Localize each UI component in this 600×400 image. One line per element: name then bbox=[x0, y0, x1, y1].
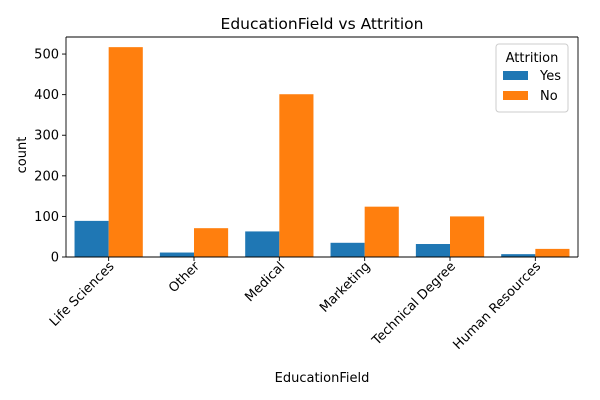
x-axis-label: EducationField bbox=[275, 371, 370, 386]
y-tick-label: 400 bbox=[34, 88, 59, 103]
axes-group bbox=[65, 36, 579, 258]
bar-no-marketing bbox=[364, 206, 399, 257]
bar-yes-life-sciences bbox=[74, 220, 109, 257]
bar-yes-technical-degree bbox=[415, 244, 450, 257]
y-axis-label: count bbox=[15, 137, 30, 174]
legend-items: Yes No bbox=[503, 69, 561, 104]
legend-swatch-no bbox=[503, 91, 528, 100]
y-ticks-group: 0 100 200 300 400 500 bbox=[34, 48, 66, 266]
x-ticks-group: Life Sciences Other Medical MarketingTechni… bbox=[47, 257, 544, 353]
x-tick-label: Human Resources bbox=[451, 259, 545, 353]
legend: Attrition Yes No bbox=[495, 43, 569, 113]
bar-no-life-sciences bbox=[108, 47, 143, 258]
bar-no-technical-degree bbox=[450, 216, 485, 257]
legend-title: Attrition bbox=[506, 51, 559, 66]
y-tick-label: 0 bbox=[51, 251, 59, 266]
y-tick-label: 500 bbox=[34, 48, 59, 63]
x-tick-label: Other bbox=[166, 259, 203, 296]
chart-title: EducationField vs Attrition bbox=[221, 15, 424, 33]
x-tick-label: Marketing bbox=[317, 259, 373, 315]
legend-swatch-yes bbox=[503, 71, 528, 80]
y-tick-label: 300 bbox=[34, 129, 59, 144]
x-tick-label: Life Sciences bbox=[47, 259, 118, 330]
y-tick-label: 200 bbox=[34, 169, 59, 184]
bar-no-medical bbox=[279, 94, 314, 257]
legend-label-yes: Yes bbox=[539, 69, 561, 84]
legend-label-no: No bbox=[540, 89, 558, 104]
bars-group bbox=[74, 47, 570, 258]
x-tick-label: Technical Degree bbox=[369, 259, 459, 349]
bar-yes-human-resources bbox=[501, 254, 536, 257]
bar-no-other bbox=[194, 228, 229, 257]
bar-no-human-resources bbox=[535, 248, 570, 257]
y-tick-label: 100 bbox=[34, 210, 59, 225]
bar-yes-medical bbox=[245, 231, 280, 257]
x-tick-label: Medical bbox=[242, 259, 288, 305]
bar-yes-marketing bbox=[330, 242, 365, 257]
bar-yes-other bbox=[159, 252, 194, 257]
